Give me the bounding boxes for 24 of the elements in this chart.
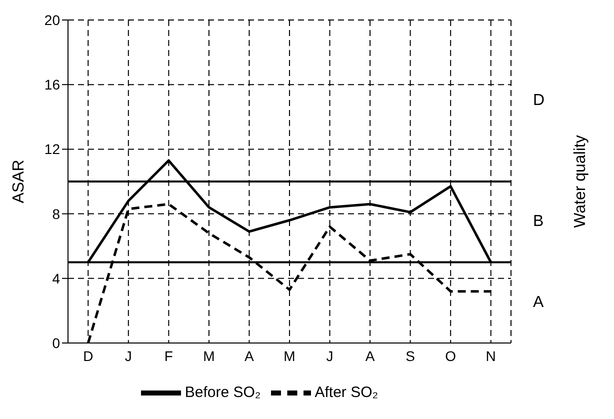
y2-axis-title: Water quality bbox=[572, 135, 590, 228]
x-tick-label: M bbox=[203, 348, 215, 364]
y-tick-label: 20 bbox=[44, 12, 60, 28]
x-tick-label: J bbox=[326, 348, 334, 364]
x-tick-label: J bbox=[124, 348, 132, 364]
x-tick-label: M bbox=[284, 348, 296, 364]
legend-label: After SO₂ bbox=[314, 384, 378, 402]
text: A bbox=[533, 294, 544, 311]
x-tick-label: N bbox=[486, 348, 496, 364]
x-tick-label: F bbox=[164, 348, 173, 364]
x-tick-label: S bbox=[406, 348, 415, 364]
y-axis-title: ASAR bbox=[10, 160, 28, 204]
y-tick-label: 0 bbox=[52, 334, 60, 351]
text: B bbox=[533, 213, 544, 230]
x-tick-label: O bbox=[445, 348, 456, 364]
y-tick-label: 16 bbox=[44, 76, 60, 93]
y-tick-label: 12 bbox=[44, 141, 60, 158]
x-tick-label: A bbox=[365, 348, 376, 364]
y-tick-label: 4 bbox=[52, 270, 60, 286]
x-tick-label: A bbox=[244, 348, 255, 364]
x-tick-label: D bbox=[83, 348, 94, 364]
y-tick-label: 8 bbox=[52, 206, 60, 222]
text: D bbox=[533, 92, 545, 109]
legend-label: Before SO₂ bbox=[184, 384, 261, 402]
